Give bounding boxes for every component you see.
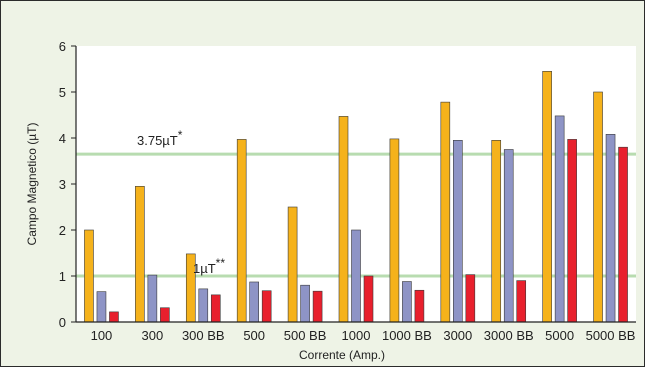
bar bbox=[554, 115, 565, 323]
bar bbox=[618, 146, 628, 323]
x-tick-label: 300 BB bbox=[182, 328, 225, 343]
x-tick-label: 500 BB bbox=[284, 328, 327, 343]
bar bbox=[402, 281, 412, 323]
bar bbox=[491, 140, 502, 323]
bar bbox=[135, 186, 145, 323]
bar bbox=[351, 229, 361, 323]
bar bbox=[210, 294, 221, 323]
bar bbox=[84, 229, 94, 323]
bar bbox=[160, 307, 170, 323]
bar bbox=[567, 139, 577, 323]
bar bbox=[389, 138, 400, 323]
y-tick-label: 2 bbox=[59, 223, 66, 238]
x-axis-title: Corrente (Amp.) bbox=[299, 348, 385, 362]
x-tick-label: 100 bbox=[91, 328, 113, 343]
y-ticks: 0 1 2 3 4 5 6 bbox=[59, 39, 76, 330]
bar bbox=[363, 275, 374, 323]
y-tick-label: 1 bbox=[59, 269, 66, 284]
bar bbox=[605, 134, 616, 323]
y-axis-title: Campo Magnetico (µT) bbox=[25, 123, 39, 246]
y-tick-label: 3 bbox=[59, 177, 66, 192]
bar bbox=[465, 274, 476, 323]
x-tick-label: 1000 bbox=[342, 328, 371, 343]
x-tick-label: 300 bbox=[142, 328, 164, 343]
bar bbox=[503, 149, 514, 323]
x-tick-label: 1000 BB bbox=[382, 328, 432, 343]
bar bbox=[440, 101, 451, 323]
bar bbox=[261, 290, 272, 323]
bar bbox=[312, 290, 323, 323]
y-tick-label: 5 bbox=[59, 85, 66, 100]
y-tick-label: 6 bbox=[59, 39, 66, 54]
bar bbox=[147, 274, 158, 323]
y-tick-label: 0 bbox=[59, 315, 66, 330]
bar bbox=[300, 284, 310, 323]
y-tick-label: 4 bbox=[59, 131, 66, 146]
reference-label: 1µT** bbox=[193, 256, 225, 276]
bar bbox=[198, 288, 209, 323]
bar bbox=[236, 139, 247, 323]
bar bbox=[542, 71, 552, 323]
bar bbox=[96, 291, 107, 323]
bar bbox=[249, 281, 259, 323]
reference-labels: 3.75µT* 1µT** bbox=[137, 128, 225, 276]
x-tick-label: 5000 bbox=[545, 328, 574, 343]
x-tick-label: 5000 BB bbox=[586, 328, 636, 343]
bar bbox=[453, 140, 463, 323]
reference-label: 3.75µT* bbox=[137, 128, 183, 148]
x-tick-label: 3000 bbox=[443, 328, 472, 343]
bar bbox=[414, 289, 425, 323]
bar bbox=[516, 280, 527, 323]
bar bbox=[287, 206, 298, 323]
x-tick-label: 500 bbox=[243, 328, 265, 343]
bars bbox=[84, 71, 628, 323]
x-ticks: 100 300 300 BB 500 500 BB 1000 1000 BB 3000 3000… bbox=[91, 328, 636, 343]
bar bbox=[593, 91, 603, 323]
bar bbox=[338, 116, 349, 323]
bar bbox=[109, 311, 119, 323]
x-tick-label: 3000 BB bbox=[484, 328, 534, 343]
